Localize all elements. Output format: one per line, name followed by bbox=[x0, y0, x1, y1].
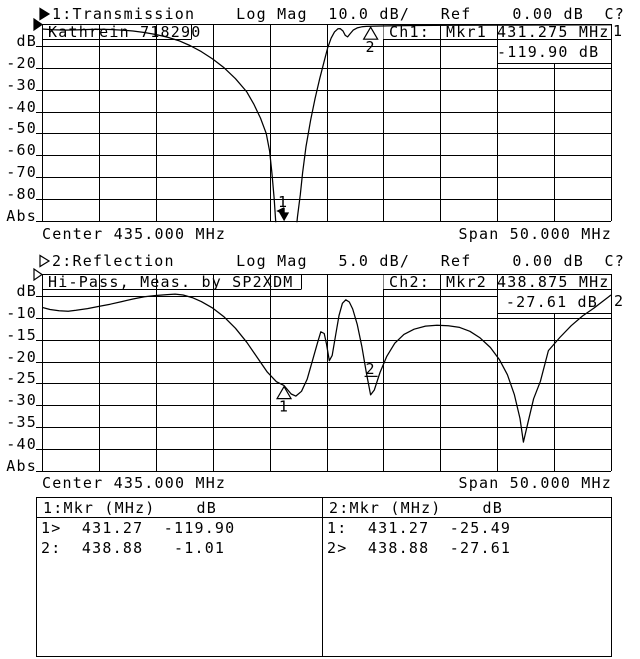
marker-label: 1 bbox=[279, 398, 289, 416]
ch1-span: Span 50.000 MHz bbox=[458, 225, 612, 243]
y-axis-label: -50 bbox=[6, 119, 37, 138]
y-axis-label: -25 bbox=[6, 369, 37, 388]
marker-label: 1 bbox=[278, 193, 288, 211]
y-axis-label: -15 bbox=[6, 325, 37, 344]
ch2-marker-level: -27.61 dB bbox=[505, 293, 598, 311]
ch2-x-axis-footer: Center 435.000 MHz Span 50.000 MHz bbox=[42, 474, 612, 492]
marker-table-ch1-row: 2: 438.88 -1.01 bbox=[41, 539, 226, 557]
ch1-trace-title: Kathrein 718290 bbox=[48, 23, 202, 41]
ch2-readout-marker: Mkr2 bbox=[446, 273, 487, 291]
marker-table-ch2-header: 2:Mkr (MHz) dB bbox=[329, 499, 503, 517]
ch1-x-axis-footer: Center 435.000 MHz Span 50.000 MHz bbox=[42, 225, 612, 243]
y-axis-label: -30 bbox=[6, 391, 37, 410]
y-axis-label: -30 bbox=[6, 75, 37, 94]
ch2-span: Span 50.000 MHz bbox=[458, 474, 612, 492]
y-axis-label: -20 bbox=[6, 347, 37, 366]
y-axis-label: Abs bbox=[6, 457, 37, 475]
ch1-readout-channel: Ch1: bbox=[389, 23, 430, 41]
ch1-readout-marker: Mkr1 bbox=[446, 23, 487, 41]
ch2-marker-frequency: 438.875 MHz bbox=[497, 273, 610, 291]
marker-table: 1:Mkr (MHz) dB 1> 431.27 -119.90 2: 438.… bbox=[36, 497, 612, 657]
y-axis-label: -35 bbox=[6, 413, 37, 432]
ch2-center-frequency: Center 435.000 MHz bbox=[42, 474, 227, 492]
marker-label: 1 bbox=[613, 22, 623, 40]
marker-table-ch2-row: 1: 431.27 -25.49 bbox=[327, 519, 512, 537]
y-axis-label: -40 bbox=[6, 435, 37, 454]
y-axis-label: Abs bbox=[6, 207, 37, 225]
y-axis-label: dB bbox=[16, 31, 37, 50]
marker-label: 2 bbox=[366, 38, 376, 56]
ch1-marker-frequency: 431.275 MHz bbox=[497, 23, 610, 41]
marker-label: 2 bbox=[614, 292, 624, 310]
ch2-trace-title: Hi-Pass, Meas. by SP2XDM bbox=[48, 273, 294, 291]
ch2-header: 2:Reflection Log Mag 5.0 dB/ Ref 0.00 dB… bbox=[52, 252, 625, 270]
ch1-marker-level: -119.90 dB bbox=[497, 43, 600, 61]
ch2-readout-channel: Ch2: bbox=[389, 273, 430, 291]
trace-ch1 bbox=[42, 24, 611, 223]
ch1-center-frequency: Center 435.000 MHz bbox=[42, 225, 227, 243]
y-axis-label: -60 bbox=[6, 141, 37, 160]
y-axis-label: -40 bbox=[6, 97, 37, 116]
ch1-header: 1:Transmission Log Mag 10.0 dB/ Ref 0.00… bbox=[52, 5, 625, 23]
y-axis-label: -80 bbox=[6, 185, 37, 204]
y-axis-label: -70 bbox=[6, 163, 37, 182]
marker-table-header-rule bbox=[37, 517, 611, 518]
marker-table-ch1-header: 1:Mkr (MHz) dB bbox=[43, 499, 217, 517]
marker-table-divider bbox=[322, 498, 323, 656]
y-axis-label: -20 bbox=[6, 53, 37, 72]
marker-table-ch2-row: 2> 438.88 -27.61 bbox=[327, 539, 512, 557]
y-axis-label: dB bbox=[16, 281, 37, 300]
y-axis-label: -10 bbox=[6, 303, 37, 322]
trace-ch2 bbox=[42, 293, 611, 443]
marker-label: 2 bbox=[365, 360, 375, 378]
marker-table-ch1-row: 1> 431.27 -119.90 bbox=[41, 519, 236, 537]
